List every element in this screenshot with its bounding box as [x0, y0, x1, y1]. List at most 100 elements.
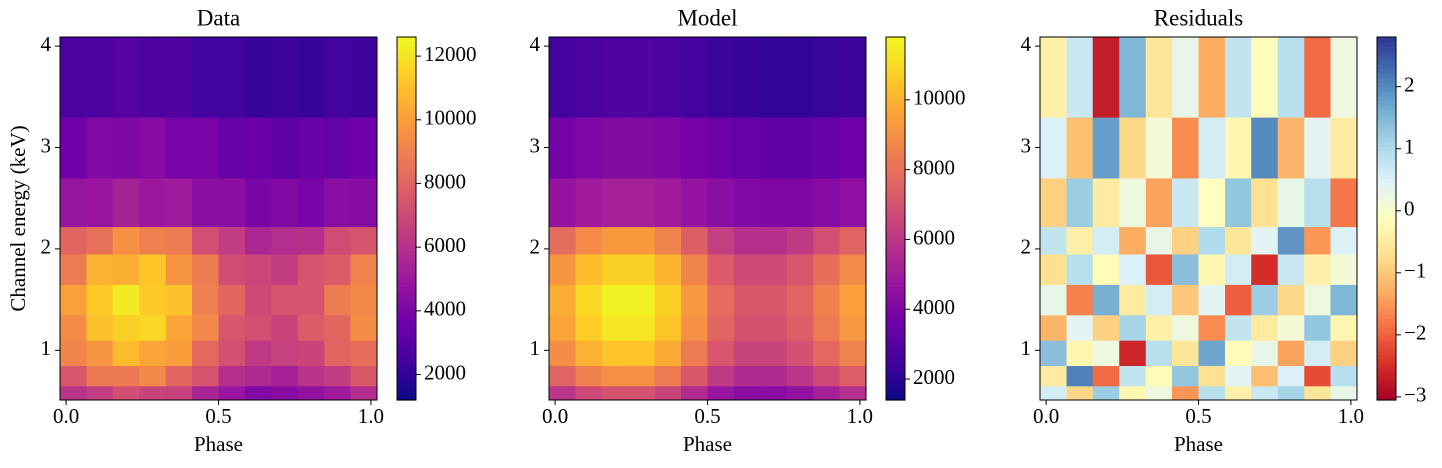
heat-cell: [245, 117, 272, 179]
colorbar-segment: [1377, 277, 1396, 283]
heat-cell: [1330, 385, 1358, 401]
colorbar-segment: [1377, 241, 1396, 247]
heat-cell: [1171, 365, 1199, 387]
colorbar-segment: [397, 395, 416, 401]
heat-cell: [1119, 226, 1147, 255]
heat-cell: [191, 340, 219, 367]
colorbar-segment: [886, 322, 905, 328]
colorbar-segment: [1377, 118, 1396, 124]
heat-cell: [271, 284, 299, 316]
colorbar-segment: [1377, 223, 1396, 229]
colorbar-segment: [397, 295, 416, 301]
y-tick-label: 1: [41, 336, 52, 360]
heat-cell: [297, 226, 325, 255]
heat-cell: [1066, 340, 1094, 367]
heat-cell: [813, 365, 840, 387]
heat-cell: [1251, 37, 1279, 118]
colorbar-segment: [886, 41, 905, 47]
colorbar-tick-label: 2000: [424, 360, 466, 384]
heat-cell: [1092, 177, 1120, 228]
heat-cell: [1171, 340, 1199, 367]
heat-cell: [707, 117, 735, 179]
heat-cell: [165, 365, 193, 387]
heat-cell: [813, 177, 840, 228]
colorbar-segment: [1377, 263, 1396, 270]
heat-cell: [549, 365, 577, 387]
heat-cell: [86, 385, 114, 401]
heat-cell: [734, 340, 761, 367]
colorbar-segment: [397, 213, 416, 220]
heat-cell: [1040, 253, 1068, 285]
heat-cell: [271, 340, 299, 367]
heat-cell: [112, 365, 140, 387]
colorbar-segment: [397, 282, 416, 288]
colorbar-segment: [1377, 37, 1396, 43]
heat-cell: [760, 253, 788, 285]
heat-cell: [1119, 314, 1147, 341]
colorbar-segment: [397, 154, 416, 161]
heat-cell: [1145, 253, 1173, 285]
heat-cell: [297, 340, 325, 367]
heat-cell: [786, 284, 814, 316]
heat-cell: [1304, 226, 1331, 255]
heat-cell: [1119, 365, 1147, 387]
heat-cell: [839, 284, 867, 316]
colorbar-segment: [886, 114, 905, 120]
colorbar-segment: [1377, 363, 1396, 369]
heat-cell: [1092, 284, 1120, 316]
heat-cell: [1198, 177, 1226, 228]
heat-cell: [324, 284, 351, 316]
heat-cell: [139, 177, 167, 228]
colorbar-segment: [1377, 41, 1396, 47]
colorbar-segment: [1377, 213, 1396, 220]
colorbar-segment: [886, 368, 905, 374]
colorbar-segment: [1377, 268, 1396, 274]
heat-cell: [1277, 365, 1305, 387]
heat-cell: [165, 340, 193, 367]
colorbar-tick-label: 2000: [913, 365, 955, 389]
heat-cell: [165, 284, 193, 316]
heat-cell: [1277, 37, 1305, 118]
colorbar-segment: [397, 41, 416, 47]
heat-cell: [1304, 385, 1331, 401]
colorbar-tick-label: 10000: [424, 106, 477, 130]
colorbar-segment: [397, 227, 416, 233]
colorbar-segment: [1377, 218, 1396, 224]
heat-cell: [86, 365, 114, 387]
colorbar-tick-label: 6000: [913, 225, 955, 249]
heat-cell: [1225, 37, 1252, 118]
colorbar-segment: [886, 204, 905, 211]
colorbar-segment: [397, 145, 416, 152]
colorbar-segment: [1377, 386, 1396, 392]
colorbar-segment: [397, 150, 416, 156]
heat-cell: [112, 117, 140, 179]
heat-cell: [839, 385, 867, 401]
colorbar-segment: [397, 186, 416, 192]
colorbar-segment: [886, 331, 905, 338]
colorbar-segment: [1377, 59, 1396, 65]
heat-cell: [350, 253, 378, 285]
heat-cell: [839, 117, 867, 179]
heat-cell: [1066, 253, 1094, 285]
heat-cell: [86, 117, 114, 179]
heat-cell: [1304, 314, 1331, 341]
heat-cell: [191, 284, 219, 316]
heat-cell: [1145, 177, 1173, 228]
colorbar-segment: [397, 50, 416, 56]
heat-cell: [1225, 314, 1252, 341]
heat-cell: [628, 177, 656, 228]
colorbar-segment: [397, 91, 416, 97]
colorbar-segment: [886, 159, 905, 165]
colorbar-segment: [1377, 322, 1396, 328]
heat-cell: [60, 314, 88, 341]
colorbar-segment: [397, 118, 416, 124]
colorbar-segment: [886, 236, 905, 242]
heat-cell: [1145, 365, 1173, 387]
heat-cell: [1066, 177, 1094, 228]
heat-cell: [245, 365, 272, 387]
colorbar-segment: [886, 123, 905, 129]
heat-cell: [1092, 385, 1120, 401]
heat-cell: [1251, 385, 1279, 401]
colorbar-tick-label: 4000: [424, 297, 466, 321]
y-tick-label: 4: [530, 32, 541, 56]
